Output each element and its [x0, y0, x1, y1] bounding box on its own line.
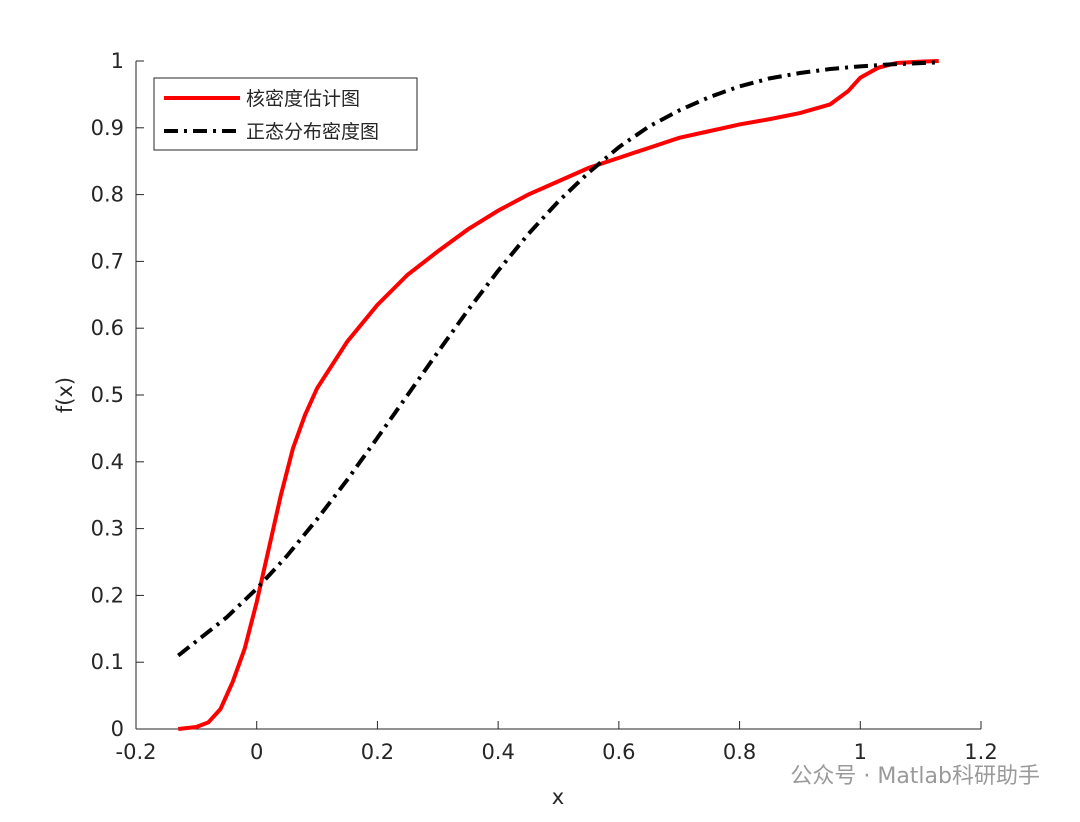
line [178, 59, 939, 731]
x-tick-label: -0.2 [116, 740, 157, 764]
x-tick-label: 0.4 [481, 740, 514, 764]
legend-box [153, 77, 418, 151]
x-tick-label: 0.6 [602, 740, 635, 764]
x-tick-label: 0.2 [361, 740, 394, 764]
y-tick-label: 1 [111, 49, 124, 73]
watermark: 公众号 · Matlab科研助手 [790, 764, 1040, 789]
x-tick-label: 1.2 [964, 740, 997, 764]
y-tick-label: 0.3 [91, 517, 124, 541]
legend-label: 核密度估计图 [246, 88, 360, 110]
x-tick-label: 0.8 [723, 740, 756, 764]
y-tick-label: 0.6 [91, 316, 124, 340]
y-tick-label: 0.1 [91, 650, 124, 674]
y-tick-label: 0.9 [91, 116, 124, 140]
y-tick-label: 0.7 [91, 249, 124, 273]
y-tick-label: 0.5 [91, 383, 124, 407]
x-tick-label: 0 [250, 740, 263, 764]
y-axis-label: f(x) [53, 377, 77, 413]
y-tick-label: 0.2 [91, 583, 124, 607]
y-tick-label: 0.8 [91, 183, 124, 207]
x-tick-label: 1 [854, 740, 867, 764]
line [177, 60, 939, 658]
x-axis-label: x [552, 785, 564, 809]
y-tick-label: 0 [111, 717, 124, 741]
y-tick-label: 0.4 [91, 450, 124, 474]
legend-label: 正态分布密度图 [246, 121, 379, 143]
